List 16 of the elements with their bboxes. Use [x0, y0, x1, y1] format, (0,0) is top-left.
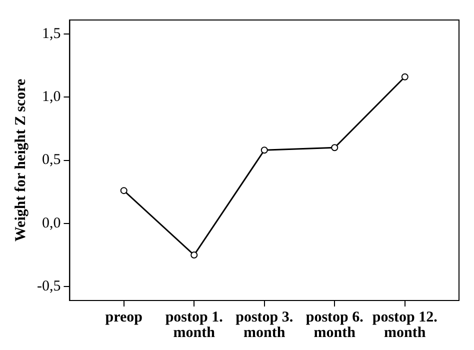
- y-tick-label: 1,5: [42, 26, 61, 42]
- point: [190, 252, 198, 259]
- x-tick-label: postop 1. month: [165, 309, 224, 341]
- y-axis-title: Weight for height Z score: [12, 78, 29, 242]
- y-tick-label: 0,0: [42, 215, 61, 232]
- point: [120, 187, 128, 194]
- x-tick-label: preop: [105, 309, 142, 326]
- y-tick-label: 0,5: [42, 152, 61, 168]
- x-tick-label: postop 3. month: [236, 309, 294, 341]
- y-tick-label: 1,0: [42, 89, 61, 106]
- point: [331, 144, 338, 152]
- x-tick-label: postop 12. month: [372, 309, 438, 341]
- x-tick-label: postop 6. month: [306, 309, 364, 341]
- y-tick-label: -0,5: [36, 278, 61, 295]
- point: [260, 146, 268, 154]
- point: [401, 73, 408, 80]
